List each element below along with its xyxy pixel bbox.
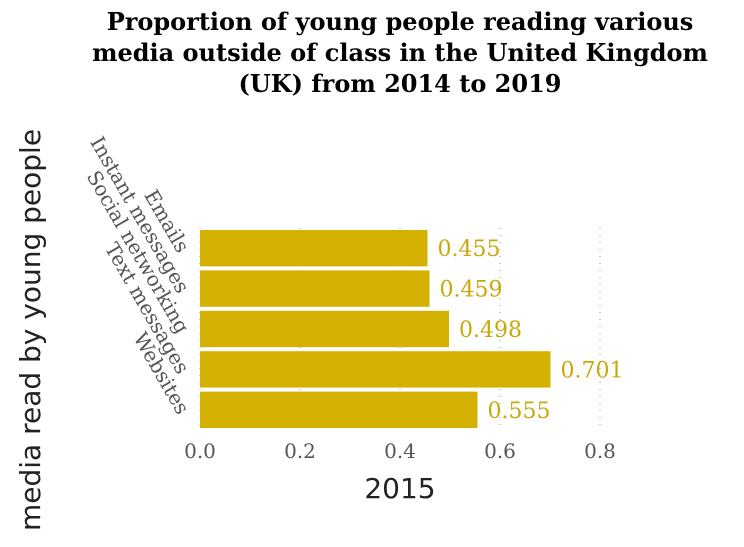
x-tick-label: 0.8 xyxy=(584,439,616,463)
bar xyxy=(200,230,428,267)
chart-title-line-3: (UK) from 2014 to 2019 xyxy=(239,69,562,98)
data-label: 0.455 xyxy=(438,237,501,262)
data-label: 0.498 xyxy=(459,318,522,343)
chart-title: Proportion of young people reading vario… xyxy=(92,7,708,98)
data-label: 0.555 xyxy=(488,399,551,424)
bar xyxy=(200,270,430,307)
data-label: 0.459 xyxy=(440,278,503,303)
x-axis-title: 2015 xyxy=(364,472,435,505)
bar xyxy=(200,310,449,348)
y-axis-title: media read by young people xyxy=(14,129,47,531)
x-axis-ticks: 0.0 0.2 0.4 0.6 0.8 xyxy=(184,439,616,463)
data-label: 0.701 xyxy=(561,358,624,383)
bars xyxy=(200,230,551,428)
chart-title-line-2: media outside of class in the United Kin… xyxy=(92,38,708,67)
x-tick-label: 0.6 xyxy=(484,439,516,463)
chart-title-line-1: Proportion of young people reading vario… xyxy=(107,7,694,36)
value-labels: 0.455 0.459 0.498 0.701 0.555 xyxy=(438,237,624,424)
x-tick-label: 0.0 xyxy=(184,439,216,463)
x-tick-label: 0.4 xyxy=(384,439,416,463)
x-tick-label: 0.2 xyxy=(284,439,316,463)
bar xyxy=(200,391,478,428)
bar xyxy=(200,351,551,388)
